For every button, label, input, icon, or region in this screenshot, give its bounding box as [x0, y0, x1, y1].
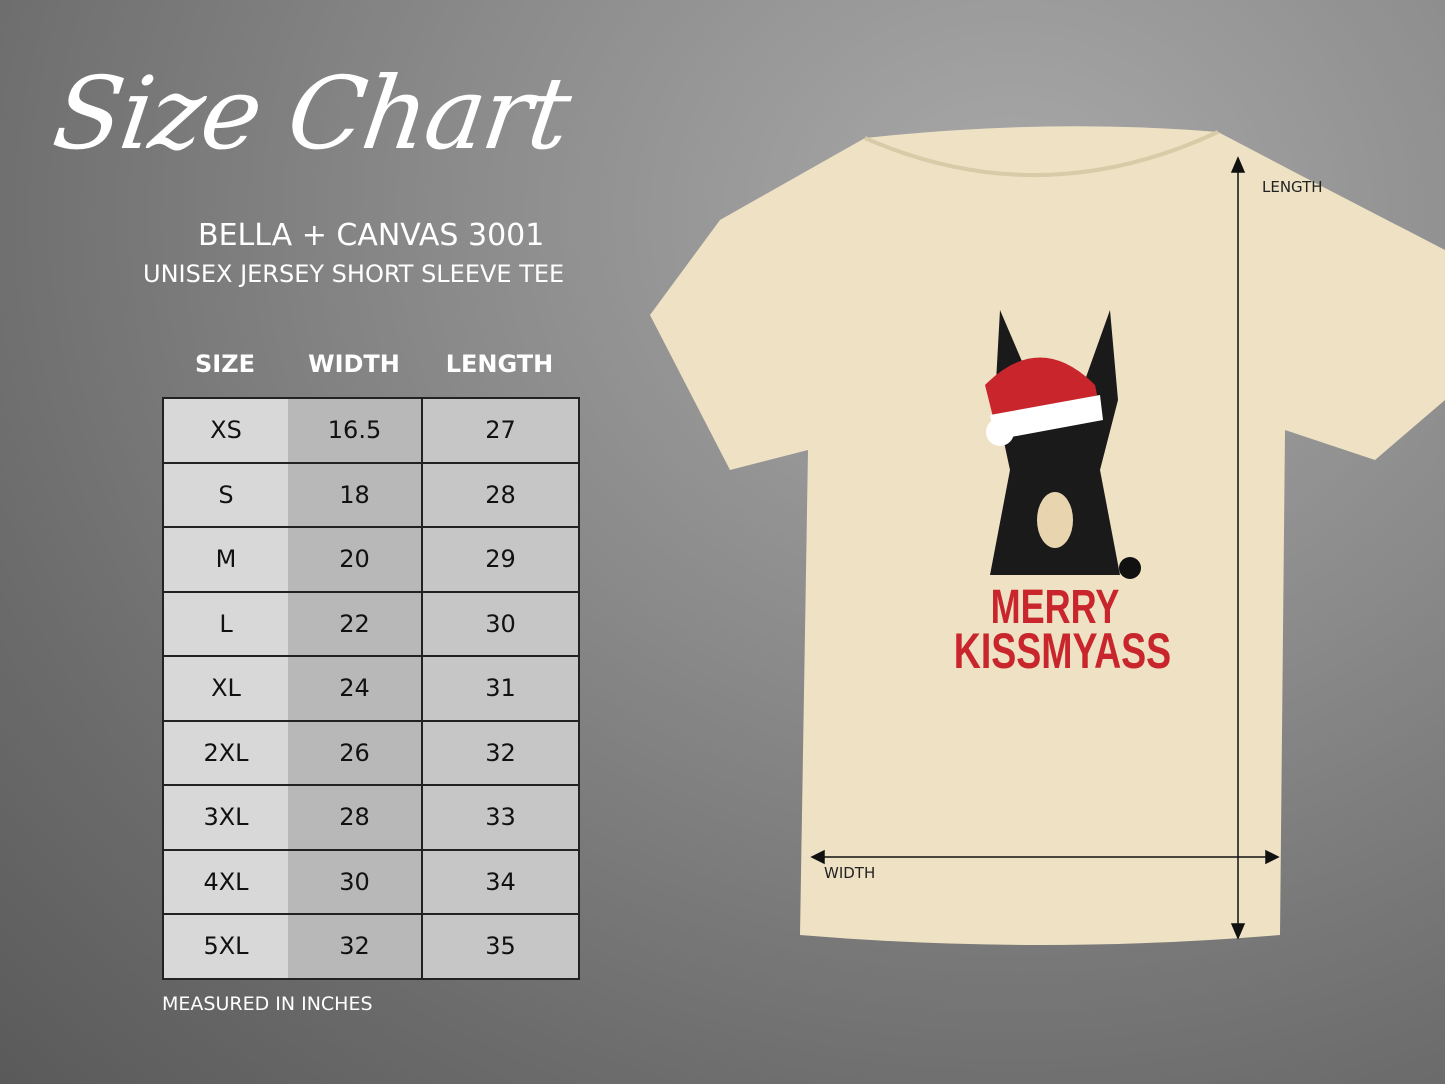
- size-cell: 4XL: [163, 848, 288, 914]
- length-cell: 28: [421, 461, 579, 527]
- product-name: BELLA + CANVAS 3001: [198, 218, 545, 253]
- collar: [864, 130, 1219, 177]
- print-line-2: KISSMYASS: [953, 623, 1172, 679]
- size-cell: XL: [163, 655, 288, 721]
- width-cell: 28: [288, 784, 422, 850]
- size-cell: 2XL: [163, 719, 288, 785]
- size-cell: S: [163, 461, 288, 527]
- width-label: WIDTH: [824, 864, 876, 882]
- table-row: 4XL 30 34: [163, 848, 579, 914]
- length-cell: 35: [421, 913, 579, 979]
- width-cell: 26: [288, 719, 422, 785]
- table-row: 2XL 26 32: [163, 719, 579, 785]
- table-row: M 20 29: [163, 526, 579, 592]
- length-cell: 33: [421, 784, 579, 850]
- print-line-1: MERRY: [990, 581, 1120, 634]
- table-row: S 18 28: [163, 461, 579, 527]
- size-cell: XS: [163, 397, 288, 463]
- width-cell: 24: [288, 655, 422, 721]
- length-label: LENGTH: [1262, 178, 1323, 196]
- length-cell: 32: [421, 719, 579, 785]
- length-cell: 27: [421, 397, 579, 463]
- size-cell: M: [163, 526, 288, 592]
- width-cell: 22: [288, 590, 422, 656]
- width-arrowhead-left: [810, 849, 825, 865]
- width-cell: 18: [288, 461, 422, 527]
- length-arrowhead-bottom: [1230, 923, 1246, 940]
- size-cell: 3XL: [163, 784, 288, 850]
- measurement-note: MEASURED IN INCHES: [162, 993, 373, 1015]
- header-length: LENGTH: [445, 350, 554, 378]
- width-cell: 32: [288, 913, 422, 979]
- width-cell: 30: [288, 848, 422, 914]
- donkey-graphic: [985, 310, 1141, 579]
- table-row: XS 16.5 27: [163, 397, 579, 463]
- length-cell: 29: [421, 526, 579, 592]
- length-cell: 31: [421, 655, 579, 721]
- table-row: L 22 30: [163, 590, 579, 656]
- length-cell: 30: [421, 590, 579, 656]
- width-cell: 20: [288, 526, 422, 592]
- width-arrowhead-right: [1265, 849, 1280, 865]
- table-row: XL 24 31: [163, 655, 579, 721]
- size-cell: L: [163, 590, 288, 656]
- size-table: XS 16.5 27 S 18 28 M 20 29 L 22 30 XL 24 31 2XL 26 32 3XL 2…: [162, 397, 580, 980]
- length-cell: 34: [421, 848, 579, 914]
- header-width: WIDTH: [308, 350, 400, 378]
- size-cell: 5XL: [163, 913, 288, 979]
- product-subtitle: UNISEX JERSEY SHORT SLEEVE TEE: [143, 260, 565, 288]
- table-row: 3XL 28 33: [163, 784, 579, 850]
- length-arrowhead-top: [1230, 156, 1246, 173]
- width-cell: 16.5: [288, 397, 422, 463]
- header-size: SIZE: [194, 350, 255, 378]
- table-row: 5XL 32 35: [163, 913, 579, 979]
